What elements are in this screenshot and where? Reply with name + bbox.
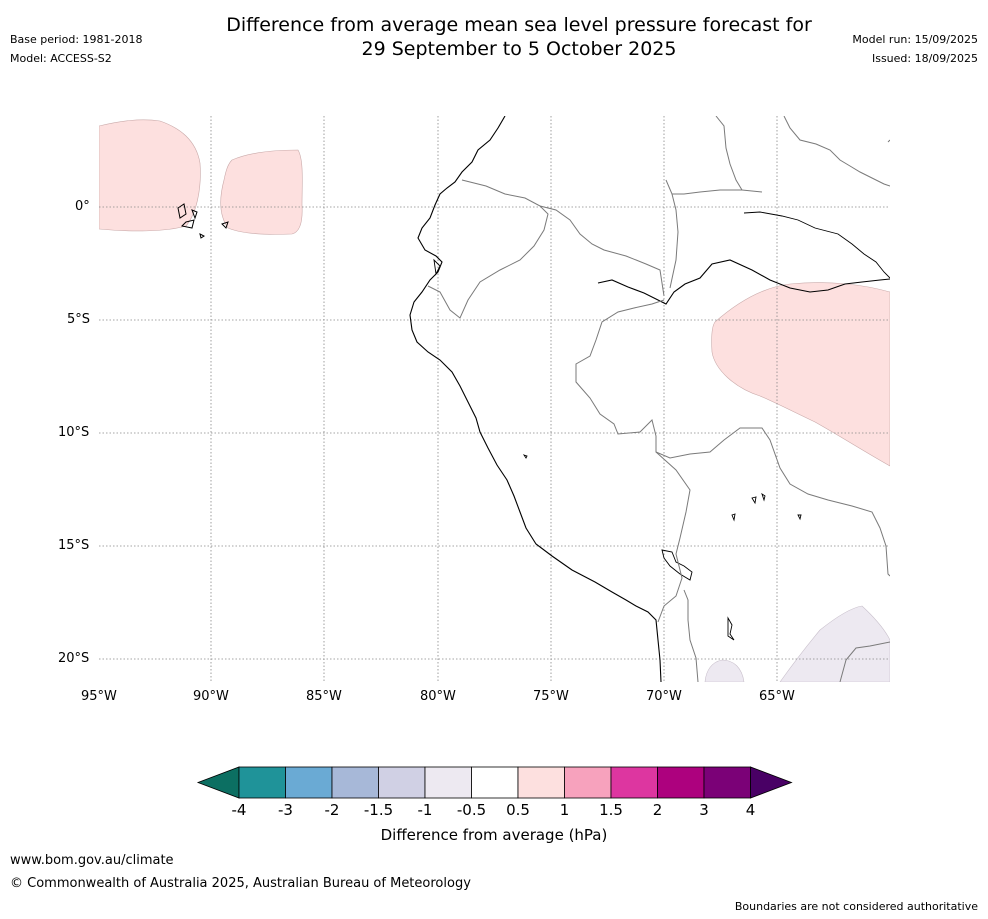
colorbar-segment	[517, 766, 565, 799]
footer-copyright: © Commonwealth of Australia 2025, Austra…	[10, 876, 471, 891]
title-line-1: Difference from average mean sea level p…	[226, 14, 812, 36]
colorbar-arrow-high	[750, 766, 793, 799]
colorbar-tick-label: -0.5	[457, 801, 486, 819]
lat-label-10s: 10°S	[58, 425, 90, 440]
colorbar-segment	[657, 766, 705, 799]
base-period: Base period: 1981-2018	[10, 33, 143, 46]
colorbar-segment	[378, 766, 426, 799]
anomaly-region-pacific-west	[99, 119, 201, 232]
issued-date: Issued: 18/09/2025	[871, 52, 978, 65]
model-run: Model run: 15/09/2025	[852, 33, 978, 46]
lon-label-65w: 65°W	[759, 689, 795, 704]
colorbar-segment	[424, 766, 472, 799]
lon-label-95w: 95°W	[81, 689, 117, 704]
galapagos-islands	[177, 203, 229, 239]
colorbar-tick-label: 1.5	[599, 801, 623, 819]
colorbar-tick-label: 1	[560, 801, 570, 819]
colorbar-tick-label: -3	[278, 801, 293, 819]
map-area	[99, 116, 890, 682]
river-amazon-north	[743, 211, 890, 279]
colorbar-tick-label: 2	[653, 801, 663, 819]
colorbar: -4 -3 -2 -1.5 -1 -0.5 0.5 1 1.5 2 3 4	[196, 766, 793, 819]
frame-bottom-right	[887, 139, 890, 143]
colorbar-tick-label: -1	[418, 801, 433, 819]
anomaly-region-argentina-north	[704, 659, 745, 682]
title-line-2: 29 September to 5 October 2025	[361, 38, 677, 60]
colorbar-segment	[331, 766, 379, 799]
lat-label-5s: 5°S	[67, 312, 91, 327]
footer-website: www.bom.gov.au/climate	[10, 853, 174, 868]
colorbar-tick-label: 3	[699, 801, 709, 819]
colorbar-tick-label: -1.5	[364, 801, 393, 819]
colorbar-arrow-low	[196, 766, 240, 799]
lat-label-0: 0°	[75, 199, 90, 214]
inland-lakes	[433, 258, 802, 641]
colorbar-segment	[564, 766, 612, 799]
lon-label-80w: 80°W	[420, 689, 456, 704]
colorbar-label: Difference from average (hPa)	[380, 826, 608, 844]
lon-label-75w: 75°W	[533, 689, 569, 704]
anomaly-region-amazon	[711, 282, 890, 467]
colorbar-tick-label: -2	[325, 801, 340, 819]
lon-label-90w: 90°W	[193, 689, 229, 704]
lon-label-70w: 70°W	[646, 689, 682, 704]
colorbar-segment	[471, 766, 519, 799]
graticule	[99, 116, 890, 682]
page-title: Difference from average mean sea level p…	[150, 13, 888, 61]
coastline	[409, 116, 662, 682]
colorbar-segment	[238, 766, 286, 799]
colorbar-segment	[285, 766, 333, 799]
colorbar-tick-label: 0.5	[506, 801, 530, 819]
colorbar-tick-label: -4	[232, 801, 247, 819]
model-name: Model: ACCESS-S2	[10, 52, 112, 65]
footer-disclaimer: Boundaries are not considered authoritat…	[734, 900, 978, 913]
anomaly-region-pacific-east	[220, 149, 303, 235]
river-amazon	[597, 259, 890, 305]
colorbar-segment	[610, 766, 658, 799]
colorbar-segment	[703, 766, 751, 799]
lat-label-15s: 15°S	[58, 538, 90, 553]
lake-titicaca	[661, 549, 693, 581]
lon-label-85w: 85°W	[306, 689, 342, 704]
lat-label-20s: 20°S	[58, 651, 90, 666]
colorbar-tick-label: 4	[746, 801, 756, 819]
country-borders	[427, 116, 890, 682]
anomaly-region-bolivia	[779, 605, 890, 682]
